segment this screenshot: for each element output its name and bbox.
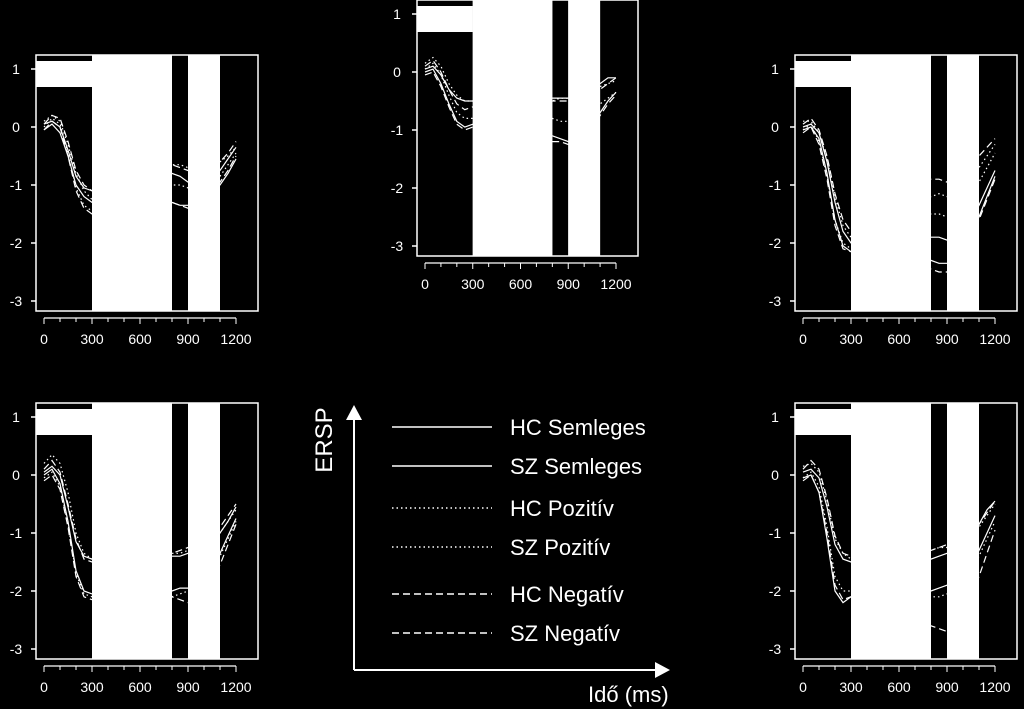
y-tick-label: 1 (771, 409, 779, 425)
x-axis-label: Idő (ms) (588, 682, 669, 707)
x-tick-label: 1200 (979, 679, 1010, 695)
legend-label: HC Negatív (510, 582, 624, 607)
y-tick-label: 0 (771, 467, 779, 483)
series-line-sz-pozitív (43, 117, 237, 212)
legend-label: HC Semleges (510, 415, 646, 440)
panel-header-band-cover (795, 61, 851, 87)
y-tick-label: -3 (10, 293, 23, 309)
y-tick-label: -1 (10, 525, 23, 541)
legend-label: SZ Negatív (510, 621, 620, 646)
legend-entry: HC Negatív (392, 582, 624, 607)
series-line-sz-negatív (43, 474, 237, 604)
series-line-sz-negatív (424, 71, 617, 146)
y-tick-label: -2 (391, 180, 404, 196)
y-tick-label: -3 (769, 641, 782, 657)
analysis-window-cover-1 (851, 403, 931, 659)
analysis-window-cover-2 (188, 403, 220, 659)
x-tick-label: 0 (40, 679, 48, 695)
legend-entries: HC Semleges SZ Semleges HC Pozitív SZ Pozit… (392, 415, 646, 646)
analysis-window-cover-1 (851, 55, 931, 311)
y-tick-label: -3 (10, 641, 23, 657)
x-tick-label: 900 (176, 331, 200, 347)
x-tick-label: 300 (839, 679, 863, 695)
legend-label: SZ Pozitív (510, 535, 610, 560)
y-tick-label: -2 (10, 583, 23, 599)
x-tick-label: 0 (799, 331, 807, 347)
y-tick-label: -2 (769, 235, 782, 251)
y-tick-label: 0 (393, 64, 401, 80)
chart-panel-left-top: 1 0 -1 -2 -3 0 300 600 900 1200 (10, 54, 259, 347)
y-tick-label: -1 (769, 525, 782, 541)
chart-panel-center-top: 1 0 -1 -2 -3 0 300 600 900 1200 (391, 0, 639, 292)
analysis-window-cover-1 (92, 403, 172, 659)
x-arrow-icon (655, 662, 670, 678)
legend-entry: HC Pozitív (392, 496, 614, 521)
y-arrow-icon (346, 405, 362, 420)
legend-label: SZ Semleges (510, 454, 642, 479)
y-tick-label: -1 (391, 122, 404, 138)
x-tick-label: 900 (557, 276, 581, 292)
analysis-window-cover-2 (188, 55, 220, 311)
y-tick-label: 1 (12, 409, 20, 425)
legend-entry: SZ Semleges (392, 454, 642, 479)
y-tick-label: 1 (771, 61, 779, 77)
panel-header-band-cover (795, 409, 851, 435)
x-tick-label: 0 (421, 276, 429, 292)
analysis-window-cover-2 (947, 55, 979, 311)
series-line-sz-negatív (802, 126, 996, 273)
x-tick-label: 1200 (220, 331, 251, 347)
x-tick-label: 0 (799, 679, 807, 695)
x-tick-label: 1200 (220, 679, 251, 695)
x-tick-label: 600 (128, 679, 152, 695)
analysis-window-cover-1 (472, 0, 553, 256)
x-tick-label: 1200 (979, 331, 1010, 347)
y-axis-label: ERSP (311, 407, 338, 472)
chart-panel-right-top: 1 0 -1 -2 -3 0 300 600 900 1200 (769, 54, 1018, 347)
y-tick-label: -2 (10, 235, 23, 251)
chart-panels: 1 0 -1 -2 -3 0 300 600 900 1200 1 0 -1 -2 -3 0 300 600 900… (10, 0, 1018, 695)
x-tick-label: 0 (40, 331, 48, 347)
y-tick-label: -2 (769, 583, 782, 599)
legend-label: HC Pozitív (510, 496, 614, 521)
panel-header-band-cover (36, 61, 92, 87)
x-tick-label: 900 (176, 679, 200, 695)
analysis-window-cover-2 (947, 403, 979, 659)
series-line-sz-pozitív (43, 471, 237, 598)
series-line-sz-negatív (43, 120, 237, 215)
x-tick-label: 900 (935, 679, 959, 695)
x-tick-label: 600 (887, 679, 911, 695)
y-tick-label: -1 (769, 177, 782, 193)
x-tick-label: 600 (128, 331, 152, 347)
x-tick-label: 300 (80, 679, 104, 695)
y-tick-label: 0 (12, 467, 20, 483)
x-tick-label: 300 (839, 331, 863, 347)
x-tick-label: 600 (887, 331, 911, 347)
y-tick-label: 0 (12, 119, 20, 135)
legend: ERSP Idő (ms) HC Semleges SZ Semleges HC P… (311, 405, 670, 707)
legend-entry: HC Semleges (392, 415, 646, 440)
x-tick-label: 900 (935, 331, 959, 347)
chart-panel-left-bottom: 1 0 -1 -2 -3 0 300 600 900 1200 (10, 402, 259, 695)
y-tick-label: 1 (393, 6, 401, 22)
y-tick-label: -3 (391, 238, 404, 254)
chart-panel-right-bottom: 1 0 -1 -2 -3 0 300 600 900 1200 (769, 402, 1018, 695)
series-line-hc-negatív (802, 459, 996, 557)
legend-entry: SZ Negatív (392, 621, 620, 646)
y-tick-label: 1 (12, 61, 20, 77)
analysis-window-cover-2 (568, 0, 601, 256)
series-line-sz-negatív (802, 474, 996, 633)
x-tick-label: 1200 (600, 276, 631, 292)
panel-header-band-cover (417, 6, 473, 32)
y-tick-label: -3 (769, 293, 782, 309)
x-tick-label: 600 (509, 276, 533, 292)
series-line-hc-pozitív (803, 120, 996, 238)
y-tick-label: 0 (771, 119, 779, 135)
legend-entry: SZ Pozitív (392, 535, 610, 560)
panel-header-band-cover (36, 409, 92, 435)
analysis-window-cover-1 (92, 55, 172, 311)
x-tick-label: 300 (461, 276, 485, 292)
x-tick-label: 300 (80, 331, 104, 347)
y-tick-label: -1 (10, 177, 23, 193)
